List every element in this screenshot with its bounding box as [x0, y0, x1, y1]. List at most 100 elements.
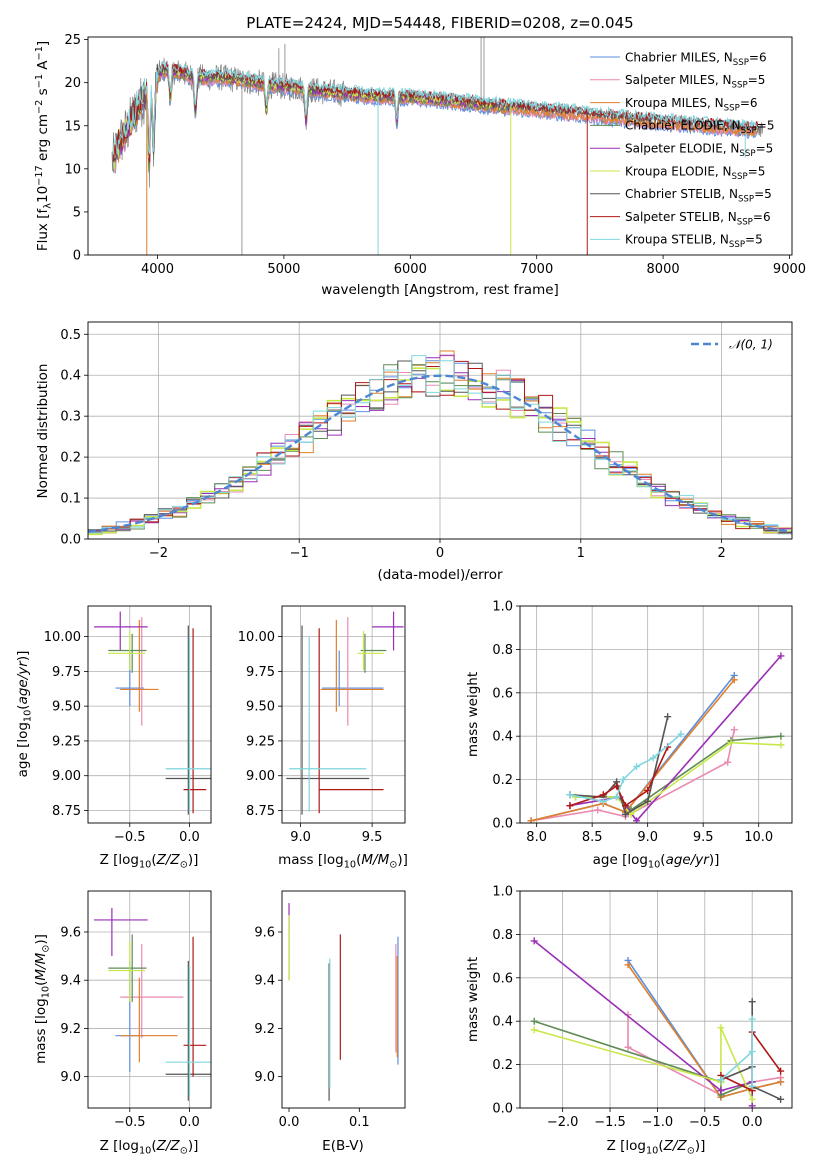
y-tick-label: 1.0 — [492, 600, 513, 615]
y-tick-label: 0.4 — [492, 1015, 513, 1030]
y-tick-label: 0.0 — [492, 1102, 513, 1117]
mass-weight-marker — [599, 791, 607, 799]
mass-weight-line — [569, 746, 669, 807]
x-tick-label: 0.0 — [179, 830, 200, 845]
x-tick-label: 6000 — [394, 262, 427, 277]
panel-mass_vs_Z: −0.5 0.0 9.0 9.2 9.4 9.6 Z [log10​(Z/Z⊙​)] mass… — [33, 890, 212, 1157]
axes-frame — [87, 321, 793, 540]
y-tick-label: 10.00 — [238, 630, 275, 645]
plot-area-age_vs_Z — [93, 611, 211, 815]
mass-weight-line — [720, 1001, 781, 1101]
mass-weight-marker — [717, 1024, 725, 1032]
x-tick-label: 9.5 — [693, 830, 714, 845]
mass-weight-marker — [748, 1015, 756, 1023]
x-tick-label: 7000 — [520, 262, 553, 277]
residual-histogram — [88, 360, 792, 534]
y-tick-label: 0.0 — [60, 533, 81, 548]
figure-title: PLATE=2424, MJD=54448, FIBERID=0208, z=0… — [246, 14, 633, 32]
y-tick-label: 0.6 — [492, 686, 513, 701]
y-tick-label: 0.2 — [492, 1058, 513, 1073]
mass-weight-line — [569, 655, 782, 823]
y-tick-label: 0.6 — [492, 971, 513, 986]
mass-weight-marker — [644, 797, 652, 805]
mass-weight-marker — [777, 1078, 785, 1086]
x-tick-label: 10.0 — [744, 830, 773, 845]
x-tick-label: −0.5 — [689, 1115, 721, 1130]
y-tick-label: 1.0 — [492, 885, 513, 900]
chart-layer: 4000 5000 6000 7000 8000 90000510152025Chabri… — [15, 33, 806, 1156]
panel-spectrum: 4000 5000 6000 7000 8000 9000 0 5 10 15 20 25 Chabri… — [34, 33, 806, 298]
y-tick-label: 9.50 — [246, 700, 275, 715]
mass-weight-line — [720, 1019, 754, 1087]
mass-weight-marker — [777, 741, 785, 749]
y-tick-label: 0.0 — [492, 817, 513, 832]
y-axis-label: age [log10​(age/yr)] — [15, 651, 34, 778]
panel-weight_vs_age: 8.0 8.5 9.0 9.5 10.0 0.0 0.2 0.4 0.6 0.8 1.0 mass w… — [465, 600, 793, 871]
y-tick-label: 0.2 — [492, 773, 513, 788]
x-axis-label: E(B-V) — [322, 1138, 364, 1154]
panel-age_vs_Z: −0.5 0.0 8.75 9.00 9.25 9.50 9.75 10.00 Z [log10… — [15, 605, 212, 871]
x-tick-label: 0 — [436, 546, 444, 561]
y-axis-label: mass weight — [465, 957, 481, 1042]
mass-weight-marker — [621, 802, 629, 810]
mass-weight-marker — [748, 998, 756, 1006]
y-tick-label: 9.0 — [254, 1070, 275, 1085]
mass-weight-marker — [748, 1095, 756, 1103]
y-tick-label: 9.0 — [60, 1070, 81, 1085]
y-tick-label: 0 — [73, 249, 81, 264]
y-tick-label: 10.00 — [44, 630, 81, 645]
x-tick-label: 9000 — [773, 262, 806, 277]
mass-weight-marker — [649, 754, 657, 762]
x-tick-label: 8.0 — [526, 830, 547, 845]
y-tick-label: 9.00 — [246, 769, 275, 784]
y-tick-label: 0.8 — [492, 643, 513, 658]
y-tick-label: 9.6 — [60, 925, 81, 940]
x-tick-label: 5000 — [267, 262, 300, 277]
x-axis-label: Z [log10​(Z/Z⊙​)] — [607, 1138, 706, 1157]
mass-weight-marker — [730, 726, 738, 734]
y-tick-label: 20 — [64, 76, 81, 91]
y-tick-label: 10 — [64, 162, 81, 177]
mass-weight-line — [533, 1020, 753, 1097]
x-tick-label: −1.5 — [594, 1115, 626, 1130]
axes-frame — [87, 36, 793, 256]
mass-weight-marker — [664, 713, 672, 721]
y-tick-label: 9.25 — [246, 734, 275, 749]
mass-weight-marker — [566, 791, 574, 799]
mass-weight-marker — [748, 1102, 756, 1108]
mass-weight-marker — [624, 961, 632, 969]
x-tick-label: −1 — [290, 546, 309, 561]
legend-entry: Kroupa STELIB, NSSP​=5 — [625, 233, 763, 251]
axes-frame — [519, 605, 793, 824]
y-tick-label: 15 — [64, 119, 81, 134]
model-spectrum-line — [112, 59, 759, 155]
x-tick-label: 8000 — [647, 262, 680, 277]
y-tick-label: 9.4 — [60, 974, 81, 989]
mass-weight-marker — [644, 786, 652, 794]
y-tick-label: 0.4 — [492, 730, 513, 745]
mass-weight-marker — [599, 797, 607, 805]
mass-weight-marker — [613, 793, 621, 801]
legend-entry: Chabrier ELODIE, NSSP​=5 — [625, 119, 774, 137]
x-tick-label: −2.0 — [547, 1115, 579, 1130]
x-tick-label: 1 — [577, 546, 585, 561]
panel-age_vs_mass: 9.0 9.5 8.75 9.00 9.25 9.50 9.75 10.00 mass [log… — [238, 605, 408, 871]
x-axis-label: (data-model)/error — [377, 567, 503, 583]
mass-weight-marker — [730, 676, 738, 684]
x-tick-label: 9.5 — [362, 830, 383, 845]
y-tick-label: 0.5 — [60, 328, 81, 343]
plot-area-weight_vs_Z — [530, 937, 785, 1108]
plot-area-mass_vs_ebv — [288, 903, 399, 1101]
plot-area-spectrum — [111, 37, 764, 255]
y-axis-label: mass weight — [465, 672, 481, 757]
mass-weight-marker — [594, 806, 602, 814]
y-tick-label: 0.8 — [492, 928, 513, 943]
x-tick-label: 0.1 — [349, 1115, 370, 1130]
mass-weight-marker — [717, 1087, 725, 1095]
x-axis-label: age [log10​(age/yr)] — [593, 852, 720, 871]
y-axis-label: Normed distribution — [35, 364, 51, 499]
mass-weight-marker — [633, 817, 641, 823]
mass-weight-marker — [527, 817, 535, 823]
y-tick-label: 0.4 — [60, 369, 81, 384]
